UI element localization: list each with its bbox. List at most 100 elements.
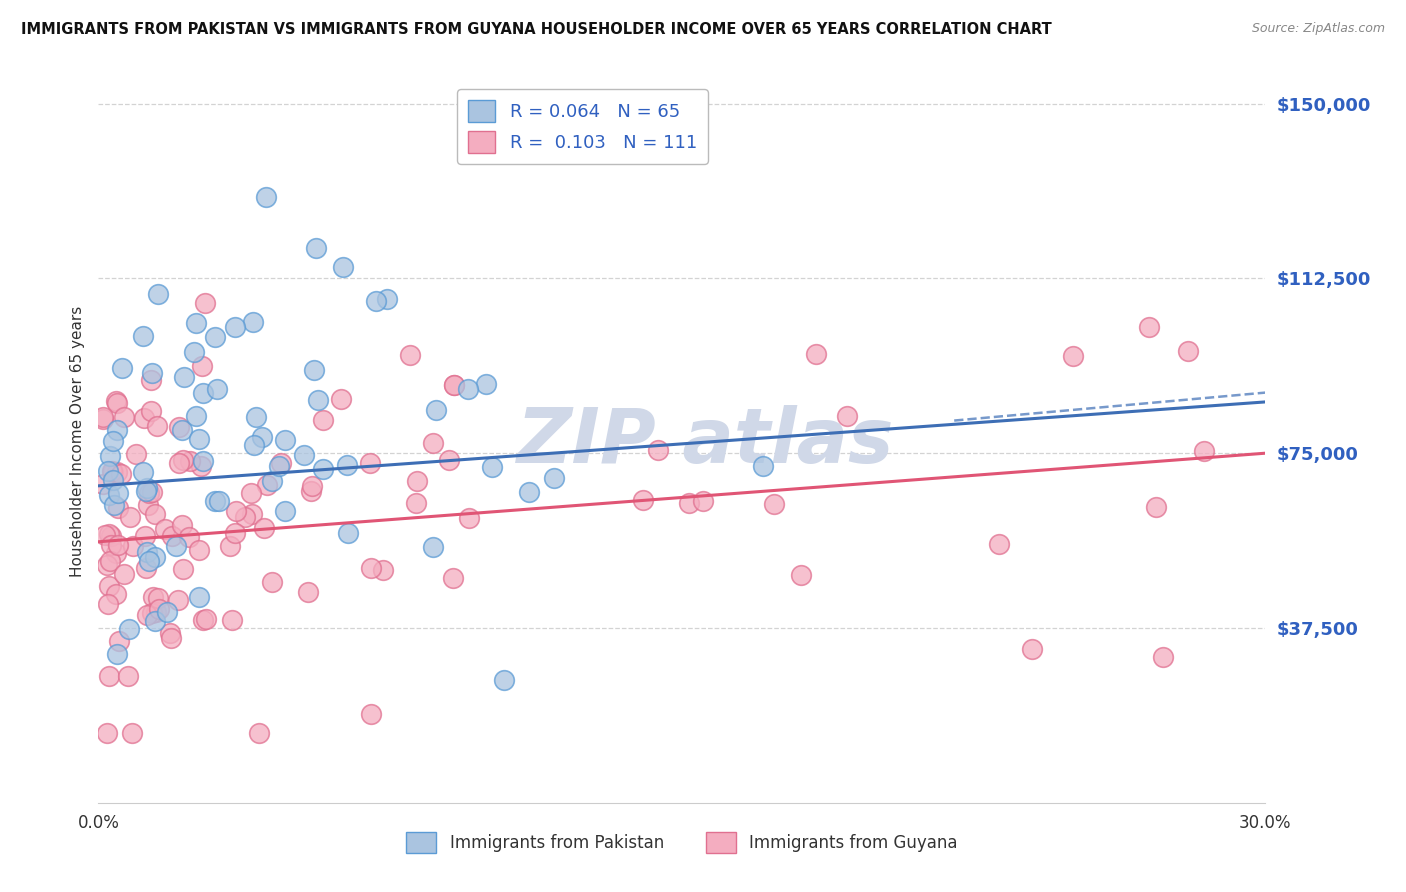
Text: ZIP atlas: ZIP atlas — [516, 405, 894, 478]
Point — [371, 564, 394, 578]
Point — [267, 458, 290, 473]
Point — [179, 454, 201, 468]
Point — [336, 526, 359, 541]
Point — [377, 293, 399, 307]
Point — [138, 486, 160, 500]
Point — [155, 522, 177, 536]
Point — [250, 430, 273, 444]
Point — [167, 419, 190, 434]
Point — [332, 260, 354, 274]
Point — [457, 382, 479, 396]
Point — [186, 409, 208, 423]
Point — [120, 509, 142, 524]
Point — [98, 579, 121, 593]
Point — [117, 669, 139, 683]
Point — [1152, 650, 1174, 665]
Point — [107, 485, 129, 500]
Point — [101, 473, 124, 487]
Point — [398, 348, 420, 362]
Point — [188, 543, 211, 558]
Point — [167, 593, 190, 607]
Point — [142, 591, 165, 605]
Point — [125, 447, 148, 461]
Point — [517, 484, 540, 499]
Point — [443, 378, 465, 392]
Point — [1021, 642, 1043, 657]
Point — [292, 448, 315, 462]
Point — [101, 434, 124, 449]
Point — [441, 571, 464, 585]
Legend: Immigrants from Pakistan, Immigrants from Guyana: Immigrants from Pakistan, Immigrants fro… — [399, 826, 965, 860]
Point — [1192, 444, 1215, 458]
Point — [97, 597, 120, 611]
Point — [111, 360, 134, 375]
Point — [135, 484, 157, 499]
Point — [191, 359, 214, 374]
Point — [98, 553, 121, 567]
Point — [136, 498, 159, 512]
Point — [94, 527, 117, 541]
Point — [195, 612, 218, 626]
Point — [91, 412, 114, 426]
Point — [91, 410, 114, 425]
Point — [204, 329, 226, 343]
Point — [103, 498, 125, 512]
Point — [405, 475, 427, 489]
Point — [308, 393, 330, 408]
Point — [647, 442, 669, 457]
Point — [305, 241, 328, 255]
Point — [270, 456, 292, 470]
Point — [224, 525, 246, 540]
Point — [256, 478, 278, 492]
Point — [121, 726, 143, 740]
Point — [247, 726, 270, 740]
Point — [141, 606, 163, 620]
Point — [159, 626, 181, 640]
Point — [141, 484, 163, 499]
Point — [763, 497, 786, 511]
Point — [475, 377, 498, 392]
Point — [254, 190, 277, 204]
Point — [107, 538, 129, 552]
Point — [190, 458, 212, 473]
Point — [139, 403, 162, 417]
Point — [136, 607, 159, 622]
Point — [631, 492, 654, 507]
Point — [221, 614, 243, 628]
Point — [112, 409, 135, 424]
Point — [299, 484, 322, 499]
Point — [360, 707, 382, 722]
Point — [262, 575, 284, 590]
Point — [240, 507, 263, 521]
Point — [692, 493, 714, 508]
Point — [105, 396, 128, 410]
Point — [132, 411, 155, 425]
Point — [97, 488, 120, 502]
Point — [156, 605, 179, 619]
Point — [302, 362, 325, 376]
Point — [425, 403, 447, 417]
Point — [107, 647, 129, 661]
Point — [194, 296, 217, 310]
Point — [253, 520, 276, 534]
Point — [205, 382, 228, 396]
Point — [752, 458, 775, 473]
Point — [132, 465, 155, 479]
Point — [100, 537, 122, 551]
Y-axis label: Householder Income Over 65 years: Householder Income Over 65 years — [69, 306, 84, 577]
Text: Source: ZipAtlas.com: Source: ZipAtlas.com — [1251, 22, 1385, 36]
Point — [172, 452, 194, 467]
Point — [136, 481, 159, 495]
Point — [160, 529, 183, 543]
Point — [104, 587, 127, 601]
Point — [148, 286, 170, 301]
Point — [678, 496, 700, 510]
Point — [806, 347, 828, 361]
Point — [160, 632, 183, 646]
Point — [187, 591, 209, 605]
Point — [219, 539, 242, 553]
Point — [105, 423, 128, 437]
Point — [134, 529, 156, 543]
Point — [104, 546, 127, 560]
Point — [100, 529, 122, 543]
